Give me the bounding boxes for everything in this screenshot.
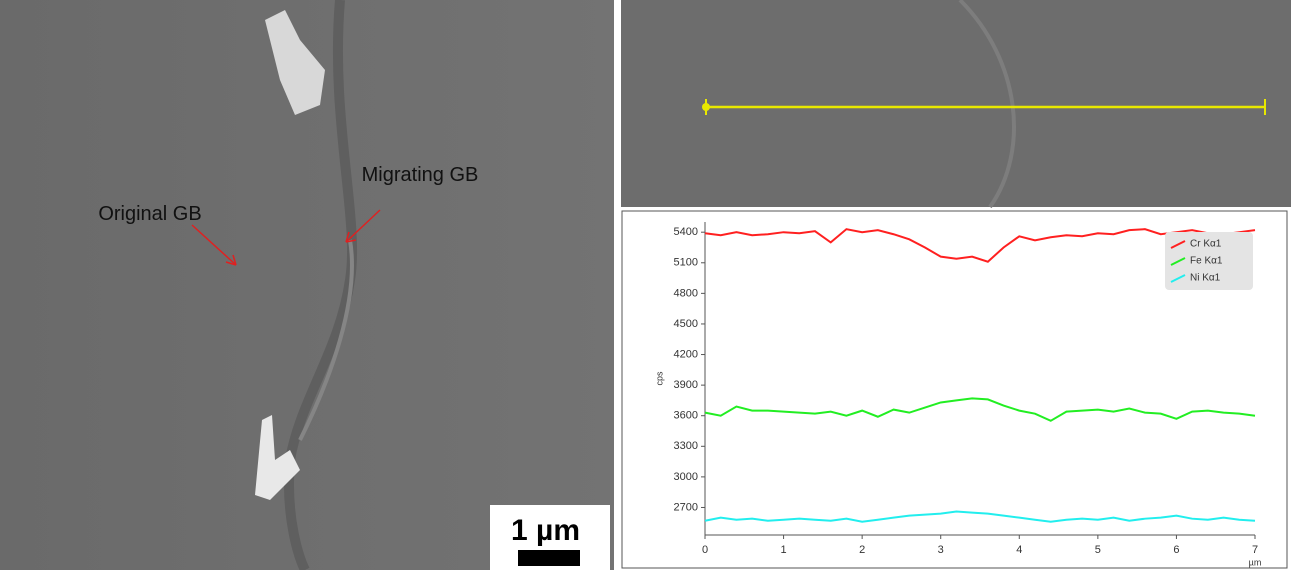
x-tick-label: 0 [702, 544, 708, 556]
annotation: Original GB [95, 197, 205, 231]
y-tick-label: 3600 [674, 410, 698, 422]
x-axis-label: µm [1249, 557, 1262, 567]
x-tick-label: 6 [1173, 544, 1179, 556]
legend-label: Ni Kα1 [1190, 273, 1221, 284]
sem-line-scan-image [621, 0, 1291, 207]
y-tick-label: 4800 [674, 287, 698, 299]
scale-bar-label: 1 µm [511, 514, 580, 547]
y-tick-label: 5400 [674, 226, 698, 238]
y-tick-label: 3000 [674, 471, 698, 483]
figure-svg: 1 µm 27003000330036003900420045004800510… [0, 0, 1291, 570]
annotation: Migrating GB [360, 158, 480, 192]
legend-label: Cr Kα1 [1190, 239, 1222, 250]
scan-line-start [702, 103, 710, 111]
x-tick-label: 5 [1095, 544, 1101, 556]
x-tick-label: 4 [1016, 544, 1022, 556]
legend-label: Fe Kα1 [1190, 256, 1223, 267]
y-tick-label: 2700 [674, 501, 698, 513]
y-tick-label: 4200 [674, 348, 698, 360]
y-axis-label: cps [654, 371, 664, 386]
x-tick-label: 2 [859, 544, 865, 556]
x-tick-label: 7 [1252, 544, 1258, 556]
x-tick-label: 1 [781, 544, 787, 556]
scale-bar [518, 550, 580, 566]
y-tick-label: 4500 [674, 318, 698, 330]
y-tick-label: 5100 [674, 257, 698, 269]
y-tick-label: 3300 [674, 440, 698, 452]
y-tick-label: 3900 [674, 379, 698, 391]
x-tick-label: 3 [938, 544, 944, 556]
figure: 1 µm 27003000330036003900420045004800510… [0, 0, 1291, 570]
